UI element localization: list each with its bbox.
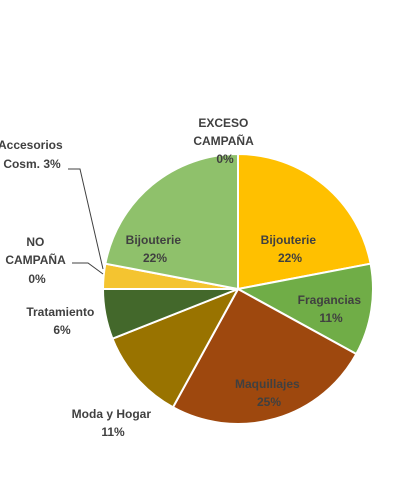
label-no-campana-line2: CAMPAÑA [5,252,66,267]
label-bijouterie-right: Bijouterie 22% [261,233,320,265]
label-bijouterie-right-name: Bijouterie [261,233,317,247]
label-no-campana: NO CAMPAÑA 0% [5,235,68,286]
label-bijouterie-right-value: 22% [278,251,302,265]
label-tratamiento: Tratamiento 6% [26,305,97,337]
label-fragancias: Fragancias 11% [298,293,365,325]
label-moda-value: 11% [101,425,125,439]
label-fragancias-name: Fragancias [298,293,362,307]
label-tratamiento-value: 6% [53,323,71,337]
leader-lines [68,168,104,275]
pie-slice-bijouterie-0 [237,153,372,290]
label-accesorios: Accesorios Cosm. 3% [0,138,66,171]
pie-slices [102,153,374,425]
label-exceso-value: 0% [216,152,234,166]
label-no-campana-value: 0% [28,272,46,286]
label-exceso-line1: EXCESO [198,116,248,130]
label-maquillajes: Maquillajes 25% [235,377,303,409]
label-exceso-line2: CAMPAÑA [193,133,254,148]
pie-slice-maquillajes-2 [171,288,358,425]
label-maquillajes-value: 25% [257,395,281,409]
label-moda-y-hogar: Moda y Hogar 11% [72,407,155,439]
label-moda-name: Moda y Hogar [72,407,152,421]
label-maquillajes-name: Maquillajes [235,377,300,391]
label-accesorios-line1: Accesorios [0,138,63,152]
pie-slice-fragancias-1 [237,262,374,356]
leader-line-no-campana [72,262,104,275]
label-tratamiento-name: Tratamiento [26,305,94,319]
label-accesorios-line2: Cosm. 3% [3,157,61,171]
label-no-campana-line1: NO [26,235,44,249]
pie-slice-bijouterie-7 [104,153,239,290]
label-fragancias-value: 11% [319,311,343,325]
label-bijouterie-left-value: 22% [143,251,167,265]
label-bijouterie-left: Bijouterie 22% [126,233,185,265]
label-bijouterie-left-name: Bijouterie [126,233,182,247]
label-exceso-campana: EXCESO CAMPAÑA 0% [193,116,256,166]
pie-slice-moda-y-hogar-3 [111,288,239,409]
leader-line-accesorios [68,168,104,270]
